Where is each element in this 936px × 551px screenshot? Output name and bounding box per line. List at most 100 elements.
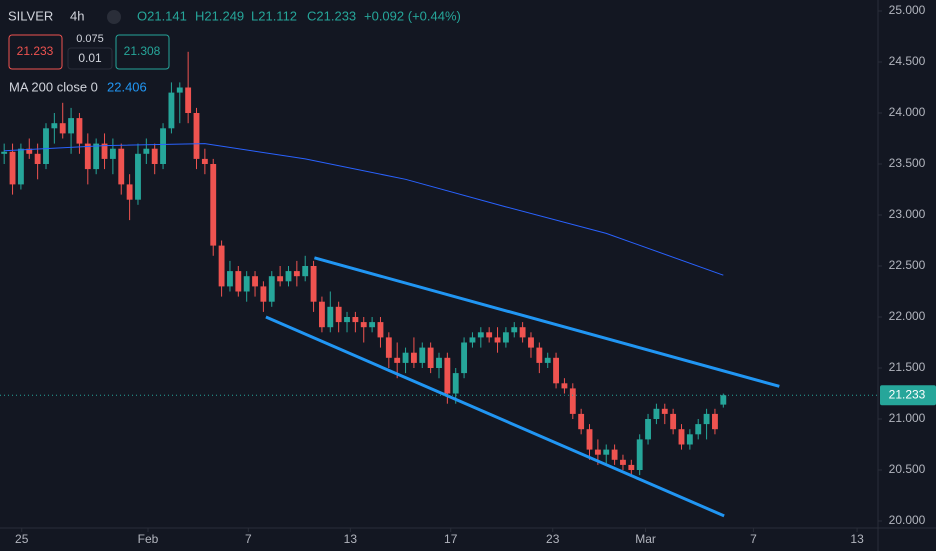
candle-body xyxy=(452,373,459,394)
quantity-box[interactable] xyxy=(67,47,113,70)
candle-body xyxy=(109,148,116,159)
candle-body xyxy=(661,408,668,414)
candle-body xyxy=(319,301,325,328)
candle-body xyxy=(59,123,66,134)
x-tick-label: 23 xyxy=(546,532,560,546)
moving-average xyxy=(4,143,724,276)
candle-body xyxy=(670,413,677,430)
spread: 0.075 xyxy=(76,33,104,45)
ma-value: 22.406 xyxy=(107,79,147,94)
y-tick-label: 20.500 xyxy=(889,462,926,476)
candle-body xyxy=(502,332,509,343)
candle-body xyxy=(611,449,618,460)
candle-body xyxy=(193,113,200,159)
candle-body xyxy=(151,148,158,164)
open: O21.141 xyxy=(137,8,187,23)
candle-body xyxy=(436,357,442,368)
candle-body xyxy=(636,439,643,470)
ma-legend: MA 200 close 0 xyxy=(9,79,98,94)
symbol: SILVER xyxy=(8,8,53,23)
x-tick-label: 13 xyxy=(344,532,358,546)
y-tick-label: 24.500 xyxy=(889,54,926,68)
y-tick-label: 24.000 xyxy=(889,105,926,119)
y-tick-label: 22.500 xyxy=(889,258,926,272)
candle-body xyxy=(536,347,543,363)
candle-body xyxy=(68,118,75,134)
candle-body xyxy=(686,434,693,445)
candle-body xyxy=(494,337,501,343)
y-tick-label: 20.000 xyxy=(889,513,926,527)
candle-body xyxy=(394,357,401,363)
candle-body xyxy=(544,357,551,363)
candle-body xyxy=(645,419,651,440)
quantity: 0.01 xyxy=(78,51,102,65)
candle-body xyxy=(385,337,392,358)
x-tick-label: 17 xyxy=(444,532,458,546)
x-tick-label: 13 xyxy=(850,532,864,546)
candle-body xyxy=(293,271,300,277)
x-tick-label: 7 xyxy=(750,532,757,546)
candle-body xyxy=(469,337,476,343)
candle-body xyxy=(603,449,610,455)
change: +0.092 (+0.44%) xyxy=(364,8,461,23)
y-tick-label: 21.500 xyxy=(889,360,926,374)
trend-line xyxy=(314,256,780,388)
candle-body xyxy=(594,449,601,455)
candle-body xyxy=(344,317,350,323)
sell-button[interactable] xyxy=(8,34,63,70)
candle-body xyxy=(486,332,493,338)
candle-body xyxy=(519,327,526,338)
candle-body xyxy=(201,158,208,164)
candle-body xyxy=(653,408,660,419)
candle-body xyxy=(477,332,484,338)
candle-body xyxy=(720,395,727,405)
x-tick-label: 7 xyxy=(245,532,252,546)
candle-body xyxy=(410,352,417,363)
trend-line xyxy=(265,315,725,518)
candle-body xyxy=(243,276,250,292)
candle-body xyxy=(235,271,242,292)
y-tick-label: 21.000 xyxy=(889,411,926,425)
candle-body xyxy=(703,413,710,425)
candle-body xyxy=(402,352,409,363)
candle-body xyxy=(369,322,376,328)
candle-body xyxy=(118,148,125,185)
candle-body xyxy=(528,337,534,348)
candle-body xyxy=(277,276,284,282)
candle-body xyxy=(84,143,91,170)
candle-body xyxy=(444,357,451,394)
candle-body xyxy=(268,276,275,302)
candle-body xyxy=(227,271,233,287)
candle-body xyxy=(695,424,702,435)
candle-body xyxy=(620,459,626,465)
candle-body xyxy=(578,413,585,430)
low: L21.112 xyxy=(251,8,297,23)
y-tick-label: 22.000 xyxy=(889,309,926,323)
candle-body xyxy=(160,128,166,164)
candle-body xyxy=(712,413,718,430)
candle-body xyxy=(26,148,33,154)
candle-body xyxy=(210,164,217,246)
buy-button[interactable] xyxy=(115,34,170,70)
y-tick-label: 23.000 xyxy=(889,207,926,221)
candle-body xyxy=(302,266,309,277)
candle-body xyxy=(126,184,133,200)
candle-body xyxy=(511,327,518,333)
candle-body xyxy=(377,322,384,338)
last-price-box xyxy=(880,385,936,406)
candle-body xyxy=(260,286,267,302)
candle-body xyxy=(427,347,434,368)
high: H21.249 xyxy=(195,8,244,23)
candle-body xyxy=(93,143,100,170)
last-price-label: 21.233 xyxy=(889,387,926,401)
candle-body xyxy=(561,383,568,389)
candle-body xyxy=(586,429,593,450)
candle-body xyxy=(143,148,150,154)
candle-body xyxy=(352,317,359,323)
eye-button[interactable] xyxy=(107,10,121,24)
candle-body xyxy=(360,322,367,328)
candle-body xyxy=(628,464,635,470)
candle-body xyxy=(461,342,468,374)
